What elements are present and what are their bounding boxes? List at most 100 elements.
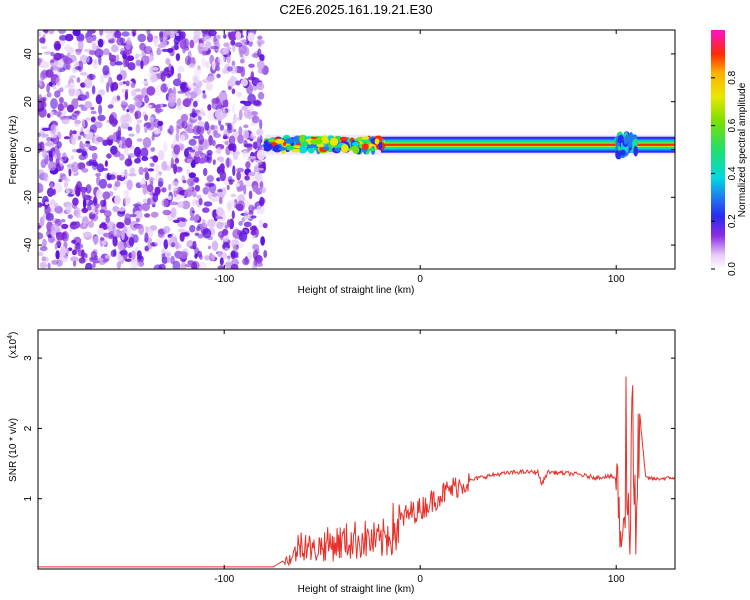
noise-blob — [39, 37, 46, 44]
noise-blob — [153, 128, 161, 135]
noise-blob — [230, 193, 237, 198]
noise-blob — [85, 262, 93, 269]
noise-blob — [77, 94, 87, 101]
noise-blob — [138, 166, 144, 176]
noise-blob — [121, 31, 130, 37]
signal-blob — [316, 143, 325, 148]
multiplier-close: ) — [8, 332, 19, 335]
noise-blob — [101, 221, 106, 226]
noise-blob — [231, 46, 236, 52]
noise-blob — [218, 196, 223, 205]
noise-blob — [143, 46, 153, 55]
noise-blob — [241, 217, 246, 223]
noise-blob — [62, 176, 68, 181]
noise-blob — [257, 91, 265, 100]
noise-blob — [70, 221, 77, 226]
noise-blob — [162, 141, 168, 153]
signal-blob — [263, 143, 273, 151]
noise-blob — [71, 98, 79, 110]
noise-blob — [94, 203, 101, 209]
noise-blob — [72, 130, 77, 135]
y-tick-label: 3 — [23, 355, 34, 361]
noise-blob — [69, 75, 77, 79]
signal-blob — [341, 144, 349, 153]
noise-blob — [64, 33, 74, 42]
noise-blob — [46, 187, 54, 197]
noise-blob — [85, 133, 92, 141]
noise-blob — [219, 124, 224, 131]
y-tick-label: -20 — [23, 190, 34, 205]
noise-blob — [54, 90, 61, 98]
noise-blob — [79, 131, 85, 136]
noise-blob — [210, 124, 216, 130]
noise-blob — [129, 167, 136, 174]
signal-blob — [374, 138, 380, 145]
noise-blob — [98, 227, 105, 234]
noise-blob — [170, 255, 175, 265]
noise-blob — [235, 183, 240, 187]
noise-blob — [51, 259, 59, 265]
noise-blob — [228, 143, 235, 151]
noise-blob — [82, 221, 87, 228]
noise-blob — [86, 36, 94, 44]
noise-blob — [170, 207, 177, 218]
noise-blob — [256, 149, 266, 161]
noise-blob — [94, 48, 104, 58]
noise-blob — [189, 224, 196, 233]
signal-blob — [369, 147, 376, 152]
noise-blob — [126, 179, 133, 191]
noise-blob — [124, 217, 132, 226]
noise-blob — [81, 168, 89, 173]
noise-blob — [192, 190, 197, 198]
noise-blob — [173, 163, 178, 175]
noise-blob — [108, 135, 115, 140]
noise-blob — [113, 119, 119, 125]
noise-blob — [121, 88, 126, 93]
noise-blob — [243, 221, 252, 228]
noise-blob — [39, 261, 47, 269]
noise-blob — [178, 167, 182, 171]
noise-blob — [114, 180, 121, 187]
noise-blob — [44, 204, 51, 215]
noise-blob — [235, 31, 242, 40]
noise-blob — [199, 43, 207, 48]
noise-blob — [228, 135, 236, 146]
noise-blob — [120, 42, 127, 46]
noise-blob — [92, 262, 96, 269]
noise-blob — [42, 97, 47, 102]
noise-blob — [248, 63, 255, 68]
noise-blob — [243, 46, 250, 57]
noise-blob — [120, 50, 127, 56]
noise-blob — [196, 194, 202, 199]
signal-blob — [627, 137, 633, 148]
noise-blob — [135, 53, 144, 57]
noise-blob — [60, 218, 66, 223]
noise-blob — [218, 91, 228, 101]
noise-blob — [163, 68, 169, 77]
noise-blob — [48, 30, 55, 35]
noise-blob — [194, 232, 199, 236]
noise-blob — [169, 201, 179, 206]
noise-blob — [262, 222, 268, 229]
noise-blob — [172, 260, 181, 269]
noise-blob — [156, 47, 162, 56]
noise-blob — [90, 116, 96, 123]
noise-blob — [245, 161, 251, 169]
noise-blob — [73, 209, 79, 217]
noise-blob — [50, 148, 55, 152]
signal-blob — [315, 138, 323, 145]
noise-blob — [216, 147, 222, 155]
noise-blob — [91, 42, 97, 51]
noise-blob — [177, 72, 182, 80]
noise-blob — [144, 95, 150, 104]
noise-blob — [63, 136, 70, 140]
x-tick-label: -100 — [214, 574, 234, 585]
noise-blob — [263, 250, 268, 258]
noise-blob — [124, 258, 132, 262]
x-tick-label: 100 — [608, 574, 625, 585]
signal-blob — [615, 149, 621, 160]
noise-blob — [81, 249, 85, 259]
snr-x-label: Height of straight line (km) — [298, 584, 415, 595]
noise-blob — [242, 150, 248, 158]
noise-blob — [231, 120, 235, 132]
